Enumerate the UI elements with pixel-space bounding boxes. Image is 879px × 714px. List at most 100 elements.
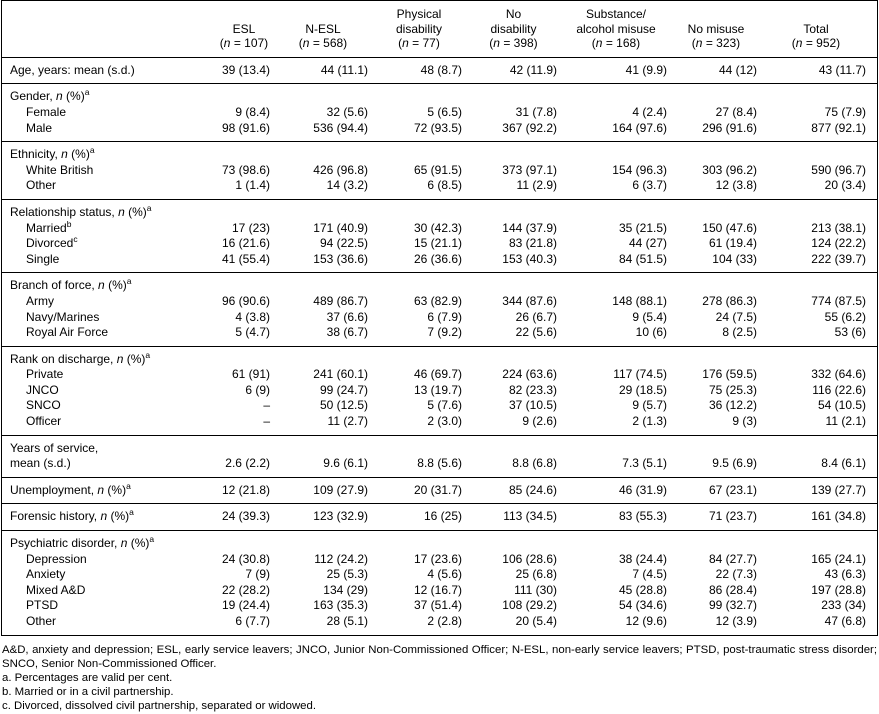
cell-value: 53 (6) xyxy=(834,325,866,340)
cell-value: 17 (23.6) xyxy=(413,551,462,566)
cell-value: 41 (9.9) xyxy=(625,62,667,77)
cell-value: 63 (82.9) xyxy=(413,293,462,308)
cell-value: 44 (12) xyxy=(718,62,757,77)
table-row: Private 61 (91) 241 (60.1) 46 (69.7) 224 (63… xyxy=(2,367,877,383)
cell-value: 55 (6.2) xyxy=(824,309,866,324)
cell-value: 117 (74.5) xyxy=(613,367,667,382)
cell-value: 197 (28.8) xyxy=(811,582,866,597)
row-label: Private xyxy=(26,367,64,382)
cell-value: 16 (21.6) xyxy=(221,236,270,251)
row-label: Divorcedc xyxy=(26,234,78,251)
cell-value: 222 (39.7) xyxy=(811,251,866,266)
cell-value: 67 (23.1) xyxy=(708,482,757,497)
cell-value: 233 (34) xyxy=(821,598,866,613)
cell-value: 31 (7.8) xyxy=(515,104,557,119)
cell-value: 877 (92.1) xyxy=(811,120,866,135)
cell-value: 12 (16.7) xyxy=(413,582,462,597)
cell-value: 9.6 (6.1) xyxy=(323,456,368,471)
cell-value: 590 (96.7) xyxy=(811,162,866,177)
cell-value: 71 (23.7) xyxy=(708,509,757,524)
cell-value: 96 (90.6) xyxy=(221,293,270,308)
row-label: Gender, n (%)a xyxy=(10,87,90,104)
table-row: Unemployment, n (%)a 12 (21.8) 109 (27.9) 2… xyxy=(2,482,877,499)
table-header-row: ESL (n = 107) N-ESL (n = 568) Physical disabi… xyxy=(2,1,877,58)
row-label: Age, years: mean (s.d.) xyxy=(10,62,135,77)
cell-value: 22 (7.3) xyxy=(715,567,757,582)
cell-value: 213 (38.1) xyxy=(811,220,866,235)
footnote: b. Married or in a civil partnership. xyxy=(2,686,174,699)
cell-value: 26 (6.7) xyxy=(515,309,557,324)
cell-value: 39 (13.4) xyxy=(221,62,270,77)
cell-value: 109 (27.9) xyxy=(313,482,368,497)
cell-value: 9.5 (6.9) xyxy=(712,456,757,471)
cell-value: 25 (6.8) xyxy=(515,567,557,582)
cell-value: 27 (8.4) xyxy=(715,104,757,119)
table-section: Years of service, mean (s.d.) 2.6 (2.2) 9.6… xyxy=(2,436,877,478)
cell-value: 48 (8.7) xyxy=(420,62,462,77)
cell-value: 47 (6.8) xyxy=(824,614,866,628)
cell-value: 2 (2.8) xyxy=(427,614,462,628)
cell-value: 32 (5.6) xyxy=(326,104,368,119)
row-label: Marriedb xyxy=(26,218,72,235)
cell-value: 9 (8.4) xyxy=(235,104,270,119)
row-label: Anxiety xyxy=(26,567,66,582)
cell-value: 148 (88.1) xyxy=(612,293,667,308)
row-label: Other xyxy=(26,178,57,193)
cell-value: 36 (12.2) xyxy=(708,398,757,413)
cell-value: 104 (33) xyxy=(712,251,757,266)
table-group-header-row: Branch of force, n (%)a xyxy=(2,277,877,294)
cell-value: 153 (36.6) xyxy=(313,251,368,266)
cell-value: 85 (24.6) xyxy=(508,482,557,497)
cell-value: 113 (34.5) xyxy=(503,509,557,524)
table-row: White British 73 (98.6) 426 (96.8) 65 (91.5… xyxy=(2,163,877,179)
cell-value: 37 (51.4) xyxy=(413,598,462,613)
cell-value: 1 (1.4) xyxy=(235,178,270,193)
cell-value: 15 (21.1) xyxy=(413,236,462,251)
footnote: c. Divorced, dissolved civil partnership… xyxy=(2,700,317,713)
column-header: Substance/alcohol misuse (n = 168) xyxy=(576,7,656,51)
cell-value: 98 (91.6) xyxy=(221,120,270,135)
cell-value: 7.3 (5.1) xyxy=(622,456,667,471)
row-label: Rank on discharge, n (%)a xyxy=(10,349,151,366)
cell-value: 367 (92.2) xyxy=(502,120,557,135)
cell-value: 144 (37.9) xyxy=(502,220,557,235)
table-row: Anxiety 7 (9) 25 (5.3) 4 (5.6) 25 (6.8) 7 (4.… xyxy=(2,567,877,583)
cell-value: 124 (22.2) xyxy=(811,236,866,251)
table-row: Other 1 (1.4) 14 (3.2) 6 (8.5) 11 (2.9) 6 (3.… xyxy=(2,178,877,194)
cell-value: 165 (24.1) xyxy=(811,551,866,566)
column-header: Total (n = 952) xyxy=(791,21,841,51)
column-header: No misuse (n = 323) xyxy=(687,21,745,51)
cell-value: 84 (27.7) xyxy=(708,551,757,566)
cell-value: 6 (7.9) xyxy=(427,309,462,324)
table-row: Age, years: mean (s.d.) 39 (13.4) 44 (11.1… xyxy=(2,63,877,79)
cell-value: 5 (6.5) xyxy=(427,104,462,119)
cell-value: 24 (39.3) xyxy=(221,509,270,524)
cell-value: 112 (24.2) xyxy=(314,551,368,566)
cell-value: 241 (60.1) xyxy=(313,367,368,382)
cell-value: 44 (27) xyxy=(628,236,667,251)
table-body: Age, years: mean (s.d.) 39 (13.4) 44 (11.1… xyxy=(2,58,877,635)
table-section: Unemployment, n (%)a 12 (21.8) 109 (27.9) 2… xyxy=(2,478,877,505)
table-row: Mixed A&D 22 (28.2) 134 (29) 12 (16.7) 111 (… xyxy=(2,583,877,599)
cell-value: 65 (91.5) xyxy=(413,162,462,177)
table-row: Other 6 (7.7) 28 (5.1) 2 (2.8) 20 (5.4) 12 (9… xyxy=(2,614,877,630)
cell-value: 61 (91) xyxy=(231,367,270,382)
table-group-header-row: Gender, n (%)a xyxy=(2,87,877,105)
row-label: White British xyxy=(26,162,94,177)
cell-value: 2.6 (2.2) xyxy=(225,456,270,471)
cell-value: 28 (5.1) xyxy=(326,614,368,628)
cell-value: 154 (96.3) xyxy=(612,162,667,177)
cell-value: 17 (23) xyxy=(231,220,270,235)
table-section: Psychiatric disorder, n (%)a Depression 24… xyxy=(2,531,877,635)
table-section: Forensic history, n (%)a 24 (39.3) 123 (32… xyxy=(2,504,877,532)
table-group-header-row: Rank on discharge, n (%)a xyxy=(2,349,877,368)
cell-value: 8.8 (6.8) xyxy=(512,456,557,471)
cell-value: 2 (3.0) xyxy=(427,414,462,429)
cell-value: 426 (96.8) xyxy=(313,162,368,177)
cell-value: 37 (6.6) xyxy=(326,309,368,324)
table-section: Age, years: mean (s.d.) 39 (13.4) 44 (11.1… xyxy=(2,58,877,85)
row-label: Single xyxy=(26,251,60,266)
cell-value: 4 (2.4) xyxy=(632,104,667,119)
cell-value: 83 (55.3) xyxy=(618,509,667,524)
cell-value: 332 (64.6) xyxy=(811,367,866,382)
